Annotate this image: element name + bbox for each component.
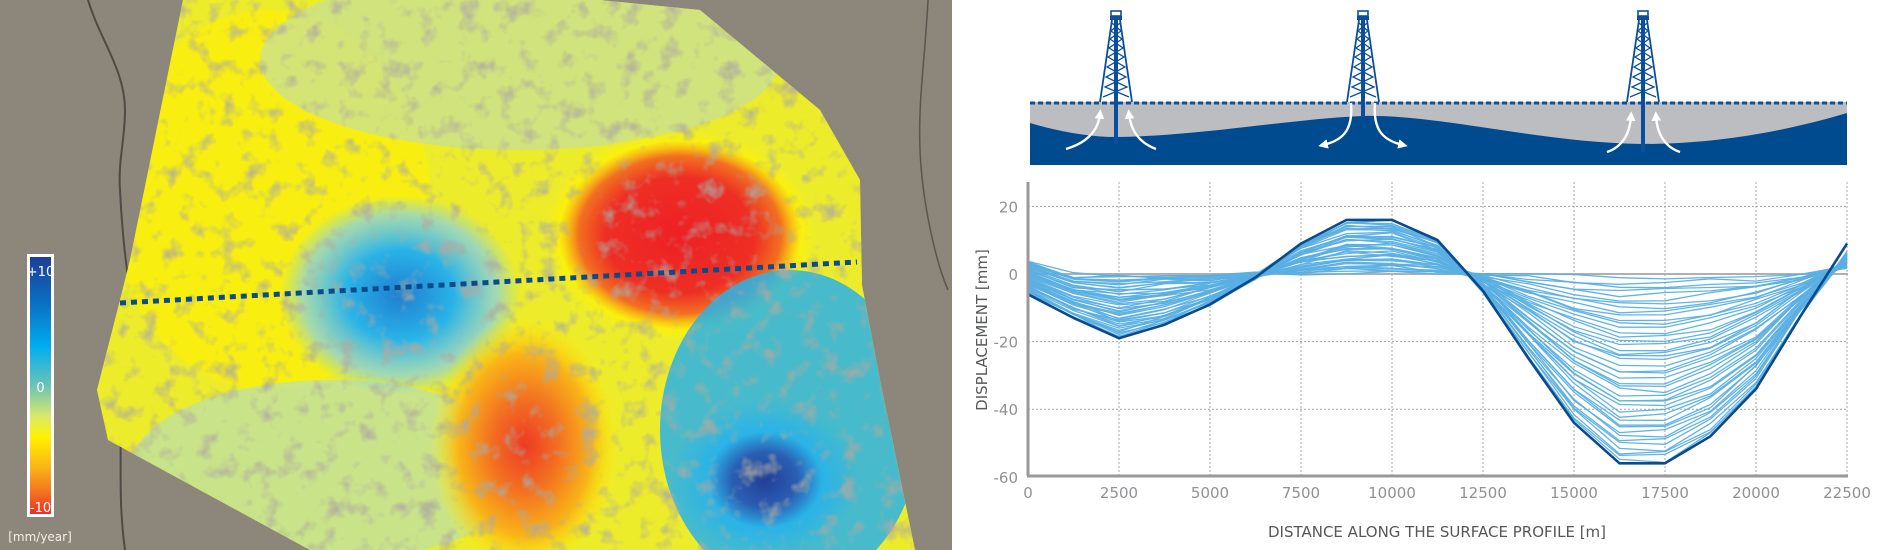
x-tick-label: 17500 [1641,484,1689,502]
displacement-chart: 20 0 -20 -40 -60 0 2500 5000 7500 10000 12500 1500… [973,182,1871,541]
intermediate-displacement-line [1027,248,1848,361]
intermediate-displacement-line [1027,243,1848,373]
y-tick-label: -40 [994,401,1019,419]
x-tick-label: 0 [1023,484,1033,502]
x-axis-ticks: 0 2500 5000 7500 10000 12500 15000 17500 20000 22… [1023,484,1871,502]
x-tick-label: 2500 [1100,484,1138,502]
final-displacement-line [1027,218,1849,465]
displacement-data-layer [97,0,915,550]
intermediate-displacement-line [1027,231,1848,422]
arrow-up-icon [1124,109,1157,151]
intermediate-displacement-line [1027,250,1848,356]
reservoir-diagram [1030,10,1847,165]
intermediate-displacement-line [1027,238,1848,394]
y-axis-ticks: 20 0 -20 -40 -60 [994,198,1019,486]
arrow-up-icon [1065,109,1105,151]
x-axis-title: DISTANCE ALONG THE SURFACE PROFILE [m] [1268,523,1606,541]
colorbar-max-label: +10 [27,265,54,280]
production-well-2 [1606,10,1681,154]
x-tick-label: 7500 [1282,484,1320,502]
arrow-up-icon [1651,111,1681,154]
production-well-1 [1065,10,1157,151]
intermediate-displacement-line [1027,232,1848,418]
arrow-down-icon [1318,102,1353,149]
y-tick-label: 20 [999,198,1018,216]
x-tick-label: 5000 [1191,484,1229,502]
x-tick-label: 20000 [1732,484,1780,502]
colorbar: +10 0 -10 [mm/year] [8,254,72,544]
y-tick-label: -20 [994,334,1019,352]
chart-axes [1026,182,1848,478]
intermediate-displacement-line [1027,225,1848,434]
intermediate-displacement-line [1027,262,1848,302]
intermediate-displacement-line [1027,258,1848,328]
chart-series [1027,218,1849,465]
colorbar-mid-label: 0 [36,381,44,396]
injection-well [1318,10,1408,149]
x-tick-label: 12500 [1459,484,1507,502]
y-axis-title: DISPLACEMENT [mm] [973,249,991,411]
x-tick-label: 10000 [1368,484,1416,502]
arrow-down-icon [1373,102,1408,149]
x-tick-label: 15000 [1550,484,1598,502]
profile-line [119,259,858,306]
colorbar-min-label: -10 [30,501,51,516]
y-tick-label: 0 [1008,266,1018,284]
y-tick-label: -60 [994,469,1019,487]
arrow-up-icon [1606,111,1636,154]
colorbar-unit-label: [mm/year] [8,530,72,544]
displacement-map: +10 0 -10 [mm/year] [0,0,952,550]
intermediate-displacement-line [1027,253,1848,343]
intermediate-displacement-line [1027,261,1848,289]
intermediate-displacement-line [1027,236,1848,402]
x-tick-label: 22500 [1823,484,1871,502]
intermediate-displacement-line [1027,243,1848,379]
